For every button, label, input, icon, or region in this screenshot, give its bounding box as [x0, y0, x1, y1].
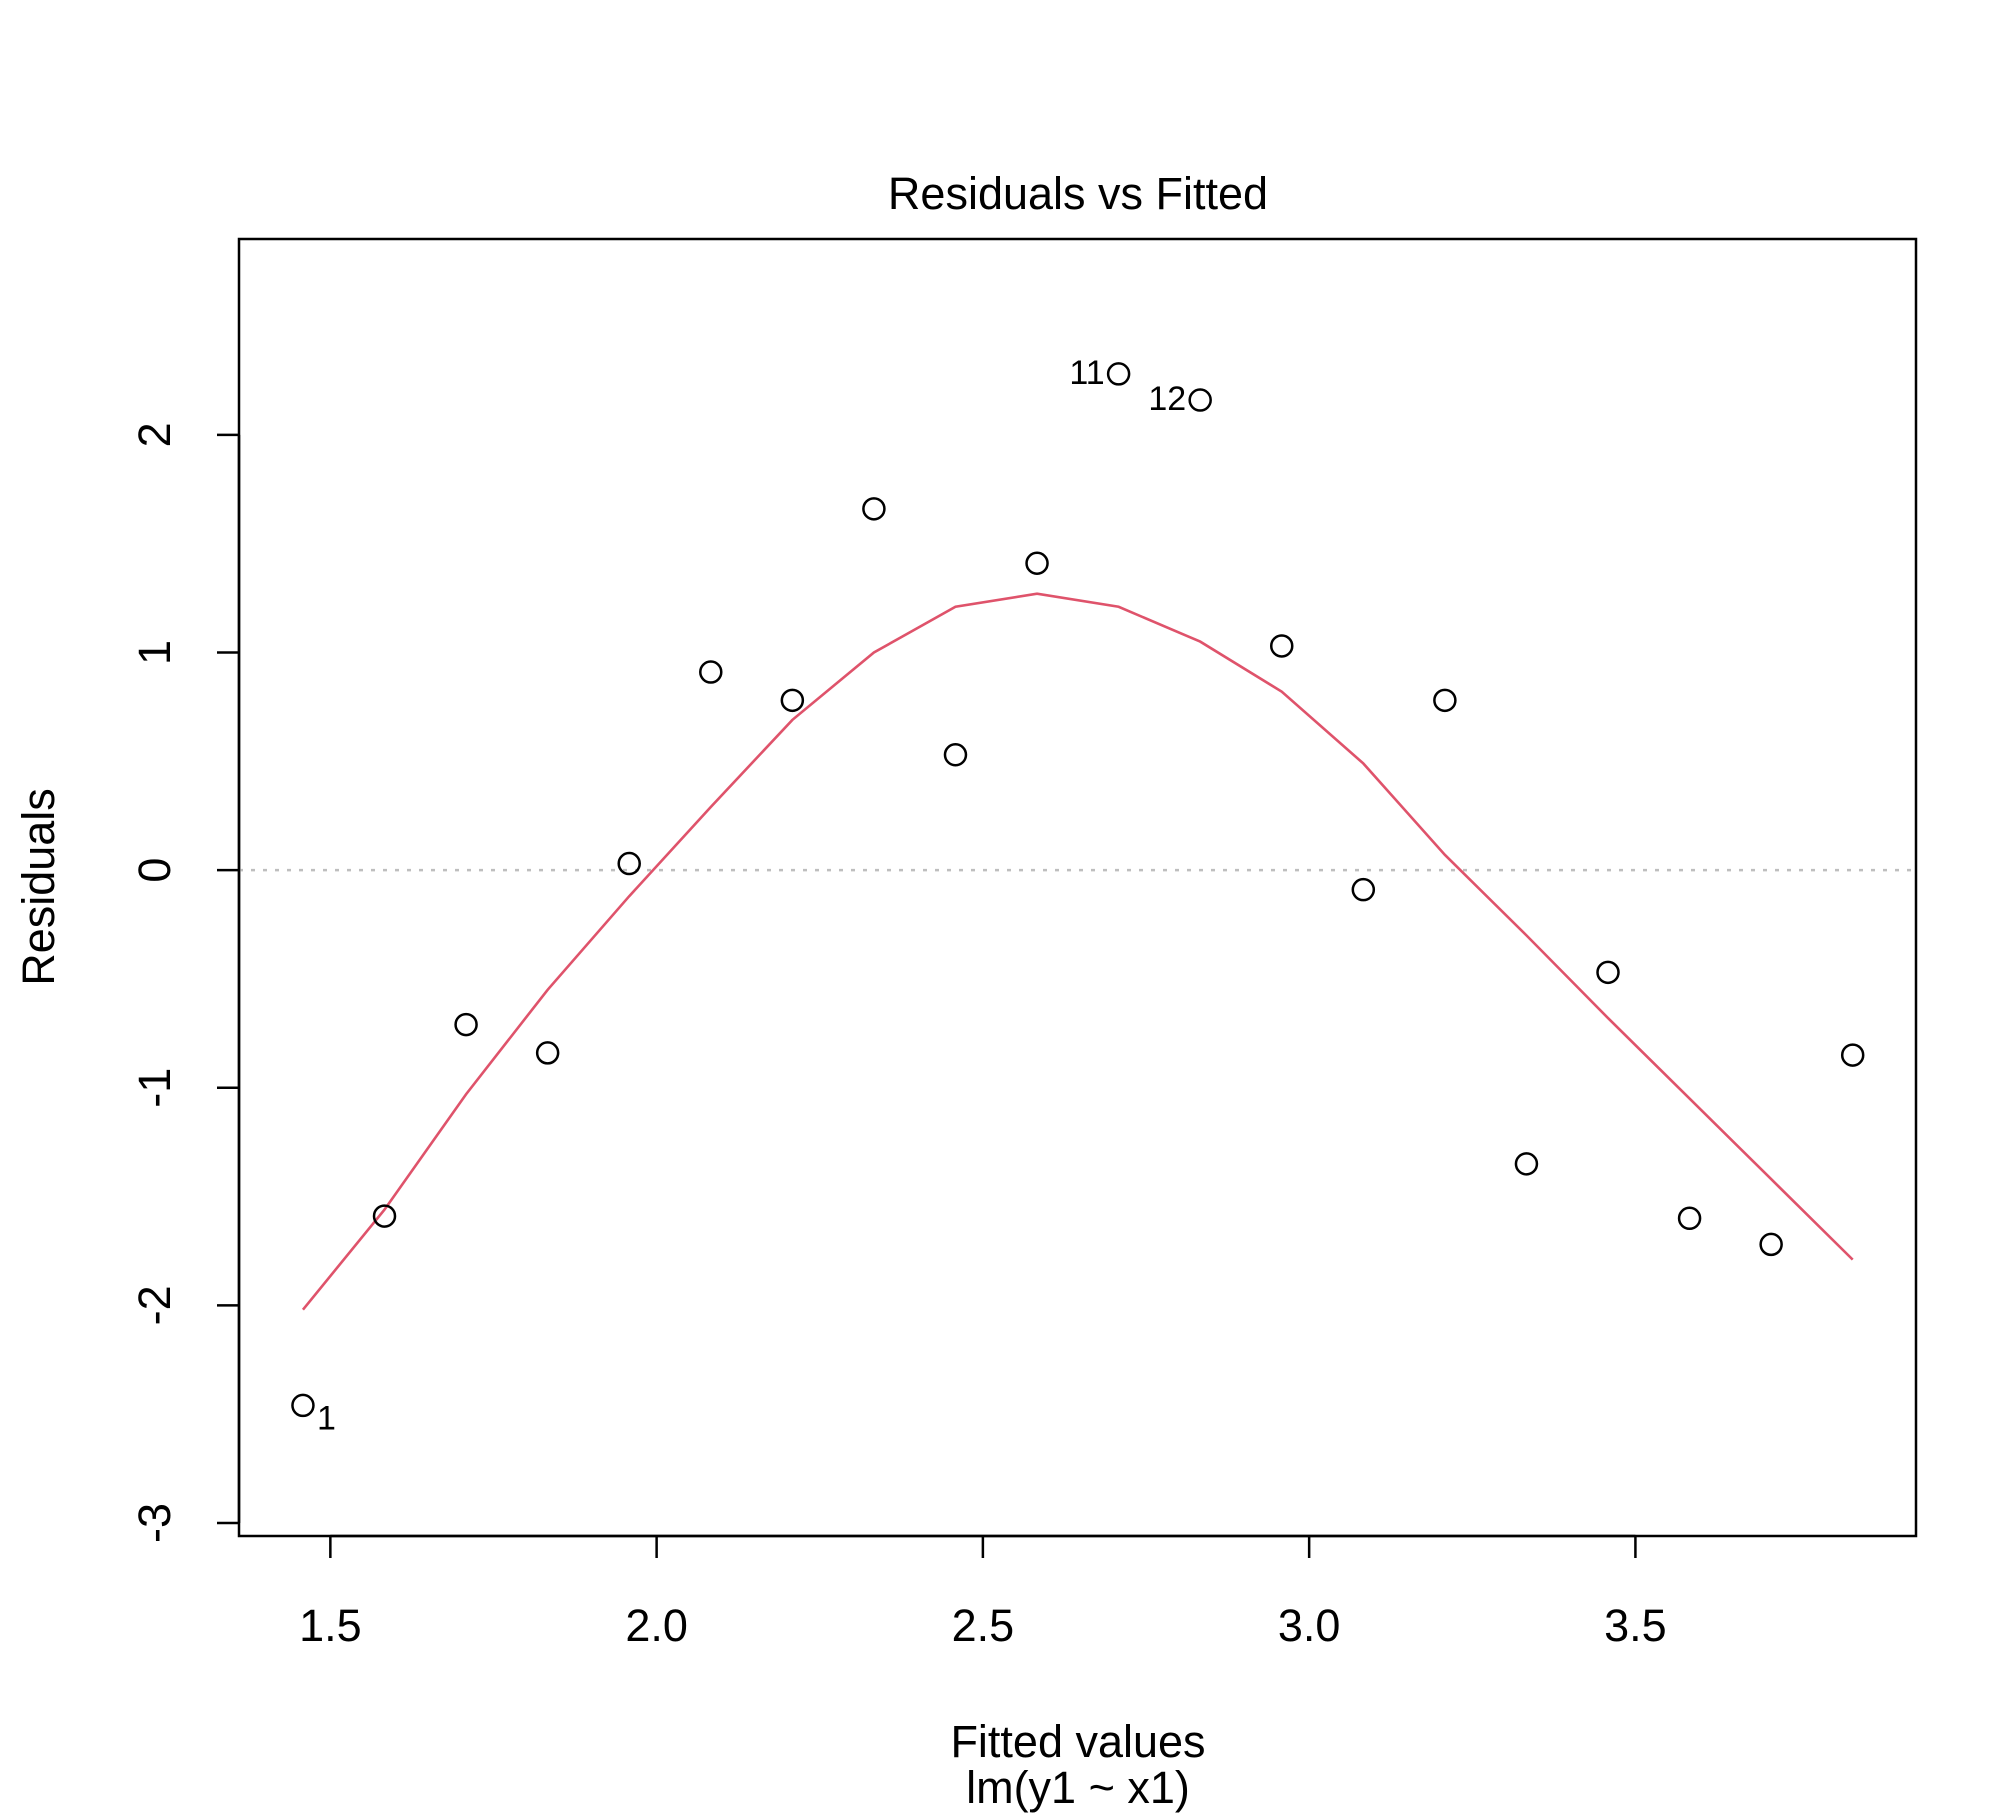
- data-point: [780, 688, 805, 713]
- smoother-line: [301, 592, 1854, 1311]
- data-points: [291, 362, 1865, 1418]
- y-axis: -3 -2 -1 0 1 2: [129, 422, 241, 1543]
- data-point: [1596, 960, 1620, 985]
- data-point: [1759, 1232, 1783, 1257]
- data-point: [943, 743, 968, 767]
- data-point: [1269, 634, 1294, 658]
- y-tick-label: -3: [129, 1503, 180, 1543]
- data-point: [1106, 362, 1131, 386]
- y-axis-label: Residuals: [13, 788, 64, 986]
- data-point: [1351, 877, 1376, 902]
- x-axis-label: Fitted values: [950, 1716, 1205, 1767]
- y-tick-label: -1: [129, 1068, 180, 1108]
- y-tick-label: 1: [129, 640, 180, 665]
- data-point: [699, 660, 723, 684]
- plot-frame: [237, 237, 1918, 1538]
- data-point: [535, 1041, 560, 1065]
- data-point: [1677, 1206, 1702, 1231]
- x-axis: 1.5 2.0 2.5 3.0 3.5: [299, 1534, 1667, 1651]
- point-label: 1: [317, 1399, 336, 1437]
- x-tick-label: 3.0: [1278, 1600, 1341, 1651]
- x-axis-sublabel: lm(y1 ~ x1): [966, 1762, 1190, 1813]
- data-point: [617, 851, 641, 876]
- data-point: [1188, 388, 1212, 412]
- y-tick-label: 2: [129, 422, 180, 447]
- x-tick-label: 3.5: [1604, 1600, 1667, 1651]
- data-point: [1514, 1152, 1539, 1176]
- data-point: [291, 1393, 315, 1418]
- data-point: [1840, 1043, 1865, 1067]
- x-tick-label: 1.5: [299, 1600, 362, 1651]
- data-point: [1025, 551, 1049, 575]
- chart-title: Residuals vs Fitted: [888, 168, 1268, 219]
- point-label: 12: [1148, 380, 1186, 418]
- y-tick-label: -2: [129, 1285, 180, 1325]
- point-label: 11: [1069, 354, 1104, 392]
- data-point: [862, 497, 886, 521]
- x-tick-label: 2.5: [952, 1600, 1015, 1651]
- data-point: [454, 1012, 478, 1037]
- y-tick-label: 0: [129, 858, 180, 883]
- data-point: [372, 1204, 397, 1228]
- data-point: [1433, 688, 1457, 713]
- x-tick-label: 2.0: [625, 1600, 688, 1651]
